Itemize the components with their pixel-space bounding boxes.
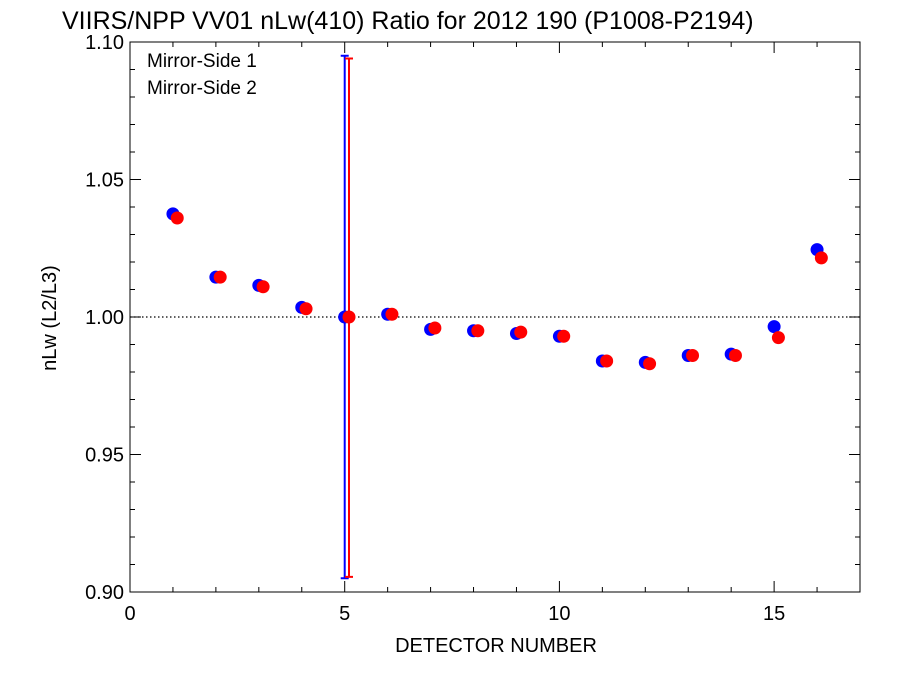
y-tick-label: 1.00: [85, 307, 124, 329]
legend-entry-mirror-side-2: Mirror-Side 2: [147, 78, 257, 99]
data-point: [814, 251, 828, 265]
data-point: [767, 320, 781, 334]
point-layer: [166, 207, 828, 371]
data-point: [213, 270, 227, 284]
y-tick-label: 0.95: [85, 445, 124, 467]
x-axis-label: DETECTOR NUMBER: [395, 635, 597, 657]
data-point: [557, 329, 571, 343]
chart-title: VIIRS/NPP VV01 nLw(410) Ratio for 2012 1…: [62, 7, 754, 35]
x-tick-label: 5: [339, 603, 350, 625]
y-tick-label: 0.90: [85, 582, 124, 604]
axis-layer: 0 5 10 15 0.90 0.95 1.00 1.05 1.10: [85, 32, 861, 625]
data-point: [428, 321, 442, 335]
data-point: [385, 307, 399, 321]
y-axis-label: nLw (L2/L3): [39, 265, 61, 371]
data-point: [256, 280, 270, 294]
data-point: [471, 324, 485, 338]
y-tick-label: 1.10: [85, 32, 124, 54]
y-tick-label: 1.05: [85, 170, 124, 192]
data-point: [514, 325, 528, 339]
data-point: [600, 354, 614, 368]
x-tick-label: 15: [763, 603, 785, 625]
data-point: [728, 349, 742, 362]
legend-entry-mirror-side-1: Mirror-Side 1: [147, 51, 257, 72]
data-point: [686, 349, 700, 362]
x-tick-label: 0: [124, 603, 135, 625]
legend: Mirror-Side 1 Mirror-Side 2: [147, 51, 257, 99]
data-point: [643, 357, 657, 371]
data-point: [170, 211, 184, 225]
data-point: [299, 302, 313, 316]
x-tick-label: 10: [548, 603, 570, 625]
data-point: [771, 331, 785, 345]
data-point: [342, 310, 356, 324]
